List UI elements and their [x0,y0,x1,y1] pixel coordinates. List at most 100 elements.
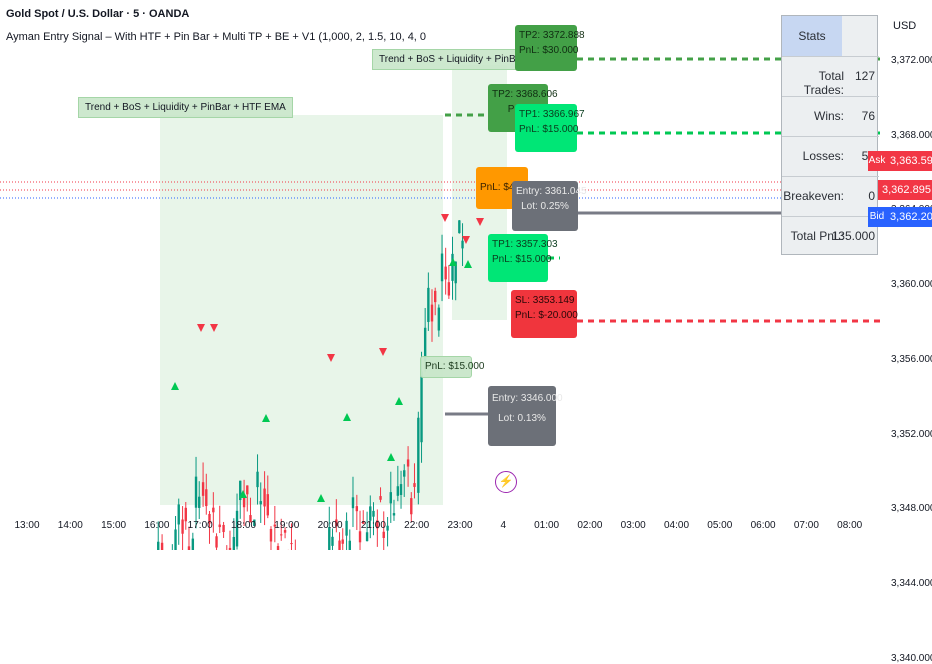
candle-body [177,504,180,525]
time-tick: 08:00 [837,520,863,531]
price-tick: 3,368.000 [891,129,932,141]
candle-body [253,519,256,526]
candle-body [461,240,464,249]
candle-body [365,532,369,542]
buy-signal-arrow [464,260,472,268]
candle-body [369,506,372,521]
candle-body [276,546,280,550]
time-tick: 07:00 [793,520,819,531]
stats-row: Wins: 76 [782,96,879,136]
time-tick: 13:00 [14,520,40,531]
tp1-low-tag: TP1: 3357.303 PnL: $15.000 [488,234,558,282]
candle-body [263,488,266,507]
stats-table: Stats Total Trades: 127 Wins: 76 Losses:… [781,15,879,255]
tp2-top-tag: TP2: 3372.888 PnL: $30.000 [515,25,585,71]
sell-signal-arrow [327,354,335,362]
candle-body [266,494,269,516]
candle-body [242,497,246,508]
entry-top-tag: Entry: 3361.045 Lot: 0.25% [512,181,587,231]
sell-signal-arrow [462,236,470,244]
sell-signal-arrow [197,324,205,332]
price-tick: 3,356.000 [891,353,932,365]
currency-label[interactable]: USD [893,20,917,32]
sell-signal-arrow [441,214,449,222]
buy-signal-arrow [395,397,403,405]
ask-side-badge: Ask [868,151,886,171]
candle-body [351,497,355,509]
entry-low-tag: Entry: 3346.000 Lot: 0.13% [488,386,563,446]
time-tick: 05:00 [707,520,733,531]
price-tick: 3,344.000 [891,577,932,589]
signal-markers [171,214,484,502]
candle-body [341,539,344,544]
candle-body [194,476,198,508]
sell-signal-arrow [476,218,484,226]
candle-body [246,485,249,495]
bid-price-badge: 3,362.200 [886,207,932,227]
time-tick: 02:00 [577,520,603,531]
sell-signal-arrow [210,324,218,332]
candle-body [283,530,287,533]
candle-body [191,538,195,550]
candle-body [335,519,338,527]
time-tick: 23:00 [447,520,473,531]
candle-body [430,304,434,322]
time-tick: 16:00 [144,520,170,531]
buy-signal-arrow [343,413,351,421]
candle-body [362,521,365,524]
signal-zone-left [160,115,443,505]
signal-zones [160,65,507,505]
candle-body [420,371,423,443]
candle-body [280,534,283,536]
candle-body [259,501,262,505]
candle-body [406,459,410,467]
candle-body [403,470,406,477]
candle-body [331,536,334,546]
candle-body [239,480,242,501]
candle-body [434,290,437,303]
stats-row: Total Trades: 127 [782,56,879,97]
time-tick: 17:00 [187,520,213,531]
buy-signal-arrow [262,414,270,422]
pnl-15-tag: PnL: $15.000 [420,356,485,378]
candle-body [410,498,413,515]
candle-body [358,531,362,543]
time-tick: 20:00 [317,520,343,531]
candle-body [269,528,273,542]
candle-body [372,510,375,517]
candle-body [444,266,447,280]
zone-label-left: Trend + BoS + Liquidity + PinBar + HTF E… [78,97,293,118]
candle-body [232,536,236,550]
candle-body [256,471,259,488]
candle-body [198,496,201,508]
time-tick: 22:00 [404,520,430,531]
time-tick: 01:00 [534,520,560,531]
buy-signal-arrow [449,258,457,266]
buy-signal-arrow [387,453,395,461]
candle-body [201,482,205,496]
candle-body [338,540,341,550]
time-tick: 18:00 [230,520,257,531]
stats-header: Stats [782,16,842,56]
candle-body [205,489,208,507]
candle-body [454,261,457,284]
candle-body [328,527,331,550]
candle-body [389,492,392,504]
time-tick: 21:00 [360,520,386,531]
candle-body [212,507,215,513]
lightning-icon[interactable]: ⚡ [495,471,517,493]
candle-body [249,515,252,523]
candle-body [427,287,430,322]
candle-body [181,519,184,534]
tp1-top-tag: TP1: 3366.967 PnL: $15.000 [515,104,585,152]
sell-signal-arrow [379,348,387,356]
indicator-title[interactable]: Ayman Entry Signal – With HTF + Pin Bar … [6,31,426,43]
ask-price-badge: 3,363.590 [886,151,932,171]
candle-body [184,507,187,522]
bid-side-badge: Bid [868,207,886,227]
candle-body [382,531,385,538]
candle-body [235,510,239,547]
candle-body [386,525,389,531]
symbol-title: Gold Spot / U.S. Dollar · 5 · OANDA [6,8,190,20]
candle-body [417,417,420,493]
